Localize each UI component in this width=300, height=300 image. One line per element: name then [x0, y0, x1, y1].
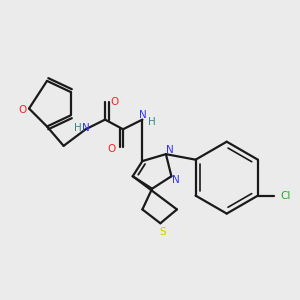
Text: S: S [160, 226, 166, 237]
Text: N: N [82, 123, 90, 133]
Text: N: N [172, 176, 179, 185]
Text: O: O [18, 105, 26, 115]
Text: O: O [111, 97, 119, 106]
Text: O: O [108, 144, 116, 154]
Text: N: N [139, 110, 146, 120]
Text: H: H [74, 123, 81, 133]
Text: Cl: Cl [280, 190, 291, 201]
Text: N: N [166, 145, 174, 155]
Text: H: H [148, 117, 156, 128]
